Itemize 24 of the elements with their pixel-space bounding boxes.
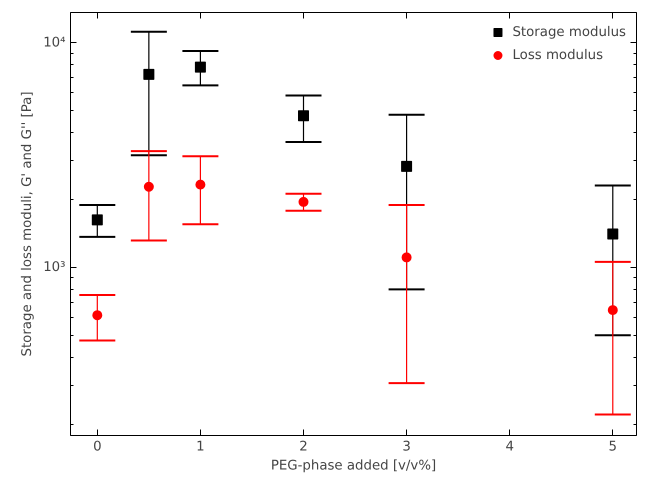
x-tick-label: 1: [196, 440, 205, 454]
y-axis-title: Storage and loss moduli, G' and G'' [Pa]: [20, 91, 36, 357]
point: [92, 214, 103, 226]
point: [195, 180, 206, 190]
point: [143, 68, 154, 80]
x-tick-label: 0: [93, 440, 102, 454]
point: [298, 110, 309, 122]
point: [92, 310, 102, 320]
y-tick-label: 10⁴: [43, 35, 66, 50]
point: [607, 228, 618, 240]
legend-label: Loss modulus: [512, 48, 604, 62]
point: [401, 160, 412, 172]
point: [194, 62, 206, 73]
legend-label: Storage modulus: [512, 24, 626, 40]
x-tick-label: 3: [402, 440, 411, 454]
y-tick-label: 10³: [43, 260, 66, 276]
point: [402, 252, 412, 262]
x-tick-label: 4: [505, 440, 514, 454]
x-tick-label: 2: [299, 440, 308, 454]
point: [298, 196, 308, 207]
x-axis-title: PEG-phase added [v/v%]: [270, 458, 436, 474]
point: [144, 182, 154, 192]
point: [608, 305, 618, 316]
x-tick-label: 5: [608, 440, 618, 454]
